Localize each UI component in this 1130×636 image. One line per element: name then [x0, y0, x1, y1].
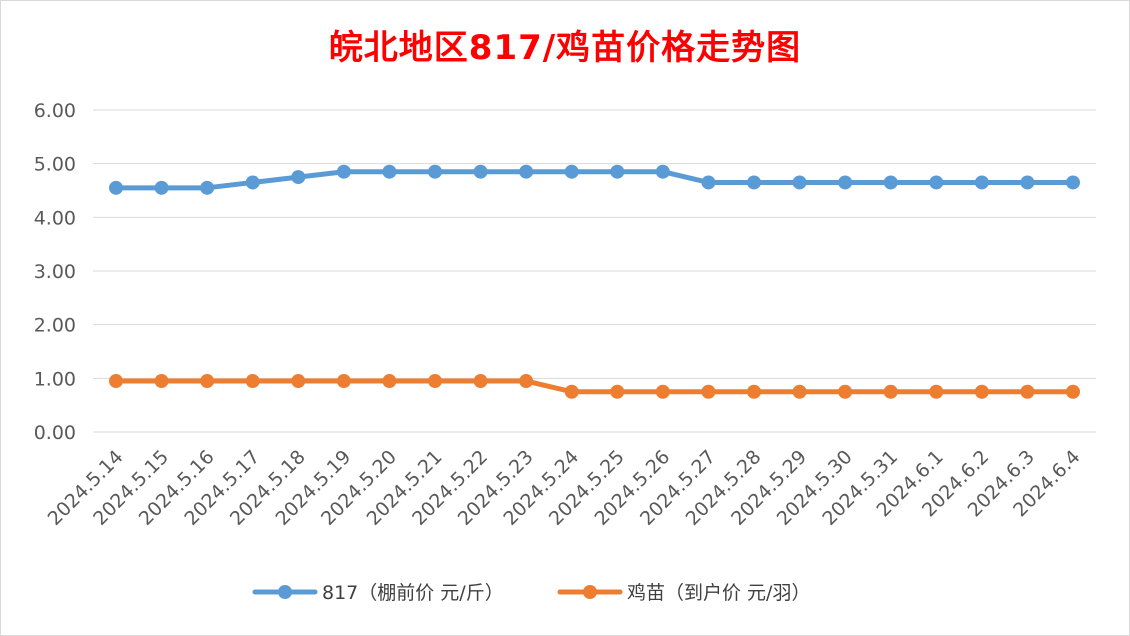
data-point — [473, 164, 488, 179]
data-point — [291, 170, 306, 185]
legend: 817（棚前价 元/斤） 鸡苗（到户价 元/羽） — [252, 582, 810, 604]
data-point — [382, 164, 397, 179]
data-point — [701, 175, 716, 190]
data-point — [838, 175, 853, 190]
data-point — [883, 175, 898, 190]
data-point — [109, 180, 123, 195]
data-point — [564, 164, 579, 179]
data-point — [154, 180, 169, 195]
y-tick-label: 4.00 — [34, 207, 76, 229]
data-point — [519, 164, 534, 179]
data-point — [747, 384, 761, 399]
data-point — [1066, 384, 1080, 399]
data-point — [655, 164, 670, 179]
legend-marker — [278, 585, 292, 599]
y-tick-label: 6.00 — [34, 100, 76, 122]
data-point — [792, 384, 807, 399]
data-point — [610, 384, 625, 399]
series-1 — [109, 374, 1080, 399]
data-point — [747, 175, 761, 190]
data-point — [655, 384, 670, 399]
y-tick-label: 1.00 — [34, 368, 76, 390]
data-point — [473, 374, 488, 389]
series-line — [113, 378, 1076, 395]
data-point — [929, 384, 944, 399]
data-point — [929, 175, 944, 190]
data-point — [792, 175, 807, 190]
series-0 — [109, 164, 1080, 195]
y-tick-label: 3.00 — [34, 261, 76, 283]
data-point — [382, 374, 397, 389]
data-point — [428, 164, 442, 179]
legend-label: 鸡苗（到户价 元/羽） — [627, 582, 810, 604]
data-point — [336, 164, 351, 179]
data-point — [200, 180, 215, 195]
series-line — [113, 169, 1076, 191]
data-point — [336, 374, 351, 389]
chart-title: 皖北地区817/鸡苗价格走势图 — [328, 28, 802, 68]
data-point — [838, 384, 853, 399]
data-point — [974, 384, 989, 399]
y-tick-label: 0.00 — [34, 422, 76, 444]
x-axis-ticks: 2024.5.142024.5.152024.5.162024.5.172024… — [44, 446, 1085, 530]
data-point — [883, 384, 898, 399]
legend-label: 817（棚前价 元/斤） — [322, 582, 504, 604]
data-point — [109, 374, 123, 389]
data-point — [200, 374, 215, 389]
data-point — [245, 374, 260, 389]
data-point — [974, 175, 989, 190]
grid-lines — [93, 109, 1096, 433]
data-point — [1020, 384, 1035, 399]
legend-item: 817（棚前价 元/斤） — [252, 582, 504, 604]
data-point — [428, 374, 442, 389]
data-point — [245, 175, 260, 190]
y-axis-ticks: 0.00 1.00 2.00 3.00 4.00 5.00 6.00 — [34, 100, 76, 444]
data-point — [701, 384, 716, 399]
data-point — [519, 374, 534, 389]
y-tick-label: 2.00 — [34, 315, 76, 337]
data-point — [154, 374, 169, 389]
y-tick-label: 5.00 — [34, 154, 76, 176]
data-point — [1020, 175, 1035, 190]
data-point — [1066, 175, 1080, 190]
legend-item: 鸡苗（到户价 元/羽） — [557, 582, 810, 604]
data-point — [291, 374, 306, 389]
series-group — [109, 164, 1080, 399]
data-point — [564, 384, 579, 399]
legend-marker — [583, 585, 597, 599]
data-point — [610, 164, 625, 179]
